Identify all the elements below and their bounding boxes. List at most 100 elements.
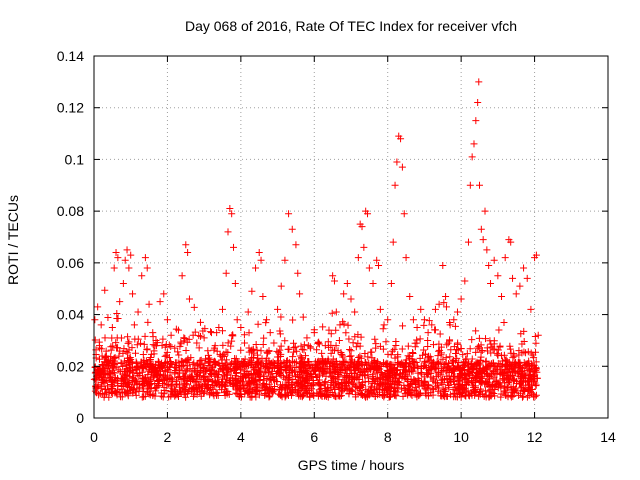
data-point [399,322,407,330]
data-point [464,361,472,369]
data-point [351,308,359,316]
data-point [289,376,297,384]
data-point [481,387,489,395]
data-point [450,366,458,374]
data-point [129,290,137,298]
data-point [151,371,159,379]
data-point [107,356,115,364]
data-point [512,385,520,393]
data-point [252,340,260,348]
data-point [345,390,353,398]
data-point [162,341,170,349]
data-point [94,381,102,389]
data-point [516,282,524,290]
data-point [258,355,266,363]
data-point [399,362,407,370]
data-point [91,316,99,324]
data-point [398,163,406,171]
data-point [125,372,133,380]
data-point [353,372,361,380]
data-point [268,367,276,375]
data-point [429,341,437,349]
data-point [384,316,392,324]
data-point [263,316,271,324]
data-point [490,337,498,345]
y-tick-label: 0 [76,410,84,426]
data-point [156,298,164,306]
data-point [283,381,291,389]
data-point [534,331,542,339]
data-point [246,393,254,401]
data-point [477,385,485,393]
data-point [472,117,480,125]
data-point [190,386,198,394]
data-point [379,386,387,394]
data-point [196,358,204,366]
data-point [485,261,493,269]
data-point [457,374,465,382]
data-point [482,380,490,388]
data-point [475,78,483,86]
data-point [254,354,262,362]
data-point [101,385,109,393]
data-point [360,243,368,251]
data-point [313,346,321,354]
data-point [357,367,365,375]
data-point [319,323,327,331]
data-point [133,341,141,349]
data-point [297,342,305,350]
data-point [304,342,312,350]
data-point [153,339,161,347]
data-point [502,389,510,397]
data-point [532,365,540,373]
data-point [318,392,326,400]
data-point [226,379,234,387]
data-point [436,330,444,338]
data-point [156,370,164,378]
data-point [533,374,541,382]
data-point [304,381,312,389]
data-point [328,372,336,380]
data-point [424,337,432,345]
data-point [101,334,109,342]
data-point [167,342,175,350]
data-point [209,390,217,398]
data-point [259,292,267,300]
data-point [532,364,540,372]
data-point [161,359,169,367]
data-point [364,353,372,361]
data-point [347,386,355,394]
data-point [110,264,118,272]
data-point [150,350,158,358]
data-point [369,370,377,378]
data-point [518,349,526,357]
data-point [167,382,175,390]
data-point [277,381,285,389]
data-point [101,286,109,294]
data-point [434,387,442,395]
data-point [393,158,401,166]
data-point [300,346,308,354]
data-point [394,388,402,396]
data-point [475,334,483,342]
data-point [127,251,135,259]
data-point [138,377,146,385]
data-point [530,354,538,362]
data-point [327,384,335,392]
data-point [330,391,338,399]
data-point [453,345,461,353]
data-point [410,364,418,372]
data-point [299,313,307,321]
data-point [143,346,151,354]
data-point [439,261,447,269]
data-point [305,375,313,383]
data-point [239,361,247,369]
data-point [476,376,484,384]
x-tick-label: 12 [527,429,543,445]
data-point [413,324,421,331]
data-point [182,241,190,249]
data-point [277,313,285,321]
data-point [354,254,362,262]
data-point [116,347,124,355]
data-point [376,380,384,388]
